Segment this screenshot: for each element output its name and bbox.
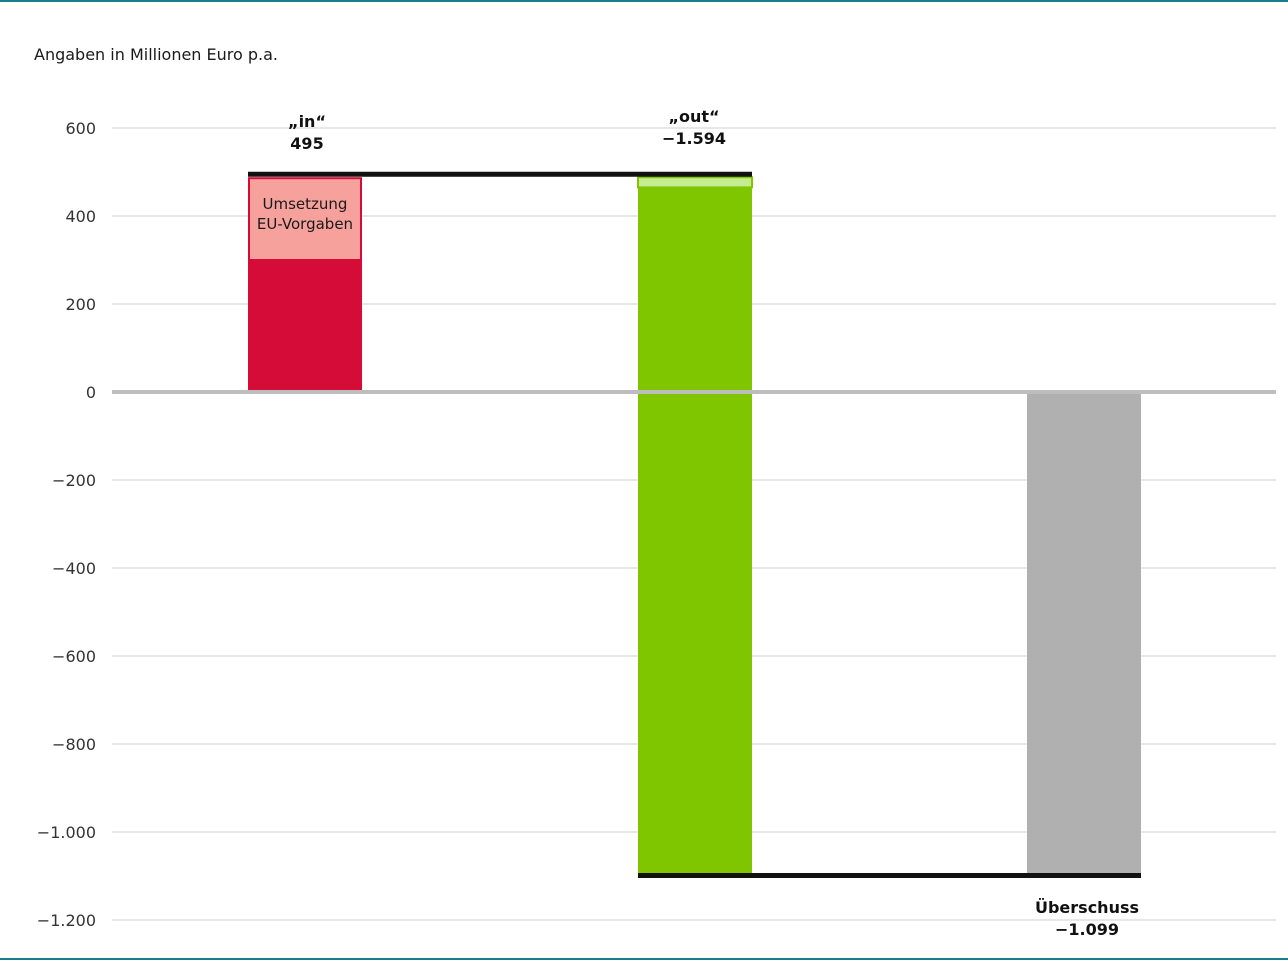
bar-value-label: −1.099: [1055, 920, 1119, 939]
bar-value-label: 495: [290, 134, 323, 153]
bars: [248, 176, 1141, 876]
bar-in-eu-segment: [248, 177, 362, 261]
y-tick-label: 0: [86, 383, 96, 402]
y-tick-label: −400: [52, 559, 96, 578]
y-axis-tick-labels: 600 400 200 0 −200 −400 −600 −800 −1.000 −1.200: [37, 119, 96, 930]
y-tick-label: −200: [52, 471, 96, 490]
bar-in-segment: [248, 260, 362, 392]
eu-segment-label: Umsetzung: [263, 195, 348, 213]
bar-out-eu-segment: [637, 176, 753, 189]
connector-lines: [248, 171, 1141, 879]
y-tick-label: 400: [65, 207, 96, 226]
bar-name-label: „out“: [668, 107, 719, 126]
bar-labels: Umsetzung EU-Vorgaben „in“ 495 „out“ −1.594 Üb…: [257, 107, 1139, 939]
unit-subtitle: Angaben in Millionen Euro p.a.: [34, 45, 278, 64]
eu-segment-label: EU-Vorgaben: [257, 215, 353, 233]
y-tick-label: 200: [65, 295, 96, 314]
bar-name-label: Überschuss: [1035, 898, 1139, 917]
y-tick-label: −800: [52, 735, 96, 754]
bar-value-label: −1.594: [662, 129, 726, 148]
bar-out-segment: [638, 187, 752, 876]
y-tick-label: −600: [52, 647, 96, 666]
bar-surplus: [1027, 394, 1141, 876]
y-tick-label: −1.200: [37, 911, 96, 930]
y-tick-label: 600: [65, 119, 96, 138]
y-tick-label: −1.000: [37, 823, 96, 842]
bar-name-label: „in“: [288, 112, 326, 131]
